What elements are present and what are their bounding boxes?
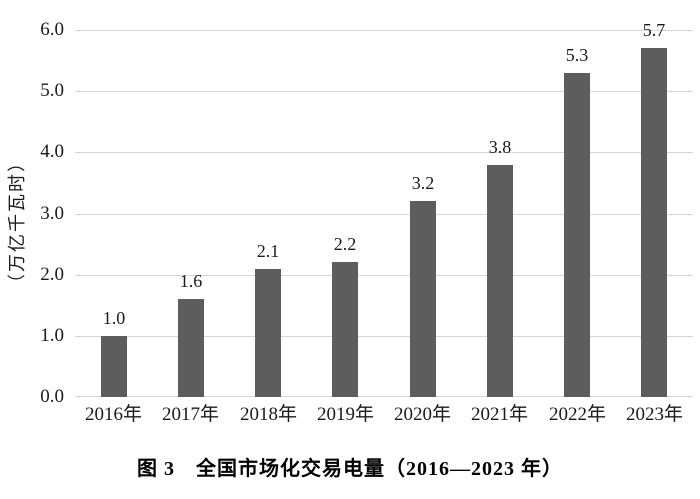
x-tick-label: 2022年 (548, 404, 606, 425)
gridline (75, 152, 693, 154)
bar-value-label: 3.2 (411, 173, 435, 193)
plot-area: 1.0 1.6 2.1 2.2 3.2 3.8 5.3 5.7 (75, 20, 693, 397)
bar-2017年 (178, 299, 204, 397)
bar-value-label: 5.3 (565, 45, 589, 65)
x-tick-label: 2019年 (316, 404, 374, 425)
bar-value-label: 2.2 (333, 234, 357, 254)
gridline (75, 274, 693, 276)
y-tick-label: 6.0 (40, 19, 64, 40)
bar-2023年 (641, 48, 667, 397)
y-tick-label: 2.0 (40, 263, 64, 285)
bar-value-label: 2.1 (256, 241, 280, 261)
bar-value-label: 1.6 (179, 271, 203, 291)
y-tick-label: 0.0 (40, 386, 64, 407)
bar-value-label: 5.7 (642, 20, 666, 40)
y-tick-label: 3.0 (40, 202, 64, 224)
x-tick-label: 2018年 (239, 404, 297, 425)
bar-2020年 (410, 201, 436, 397)
bar-value-label: 3.8 (488, 137, 512, 157)
figure-caption: 图 3 全国市场化交易电量（2016—2023 年） (137, 458, 563, 480)
x-tick-label: 2023年 (625, 404, 683, 425)
y-tick-label: 4.0 (40, 141, 64, 163)
bar-2021年 (487, 165, 513, 397)
y-tick-label: 5.0 (40, 80, 64, 102)
gridline (75, 335, 693, 337)
gridline (75, 213, 693, 215)
x-tick-label: 2017年 (161, 404, 219, 425)
bar-2018年 (255, 269, 281, 397)
gridline (75, 30, 693, 31)
x-tick-label: 2020年 (393, 404, 451, 425)
bar-2016年 (101, 336, 127, 397)
bar-2019年 (332, 262, 358, 397)
bar-value-label: 1.0 (102, 308, 126, 328)
bar-2022年 (564, 73, 590, 397)
x-tick-label: 2016年 (84, 404, 142, 425)
gridline (75, 396, 693, 397)
x-tick-label: 2021年 (470, 404, 528, 425)
y-tick-label: 1.0 (40, 324, 64, 346)
gridline (75, 91, 693, 93)
